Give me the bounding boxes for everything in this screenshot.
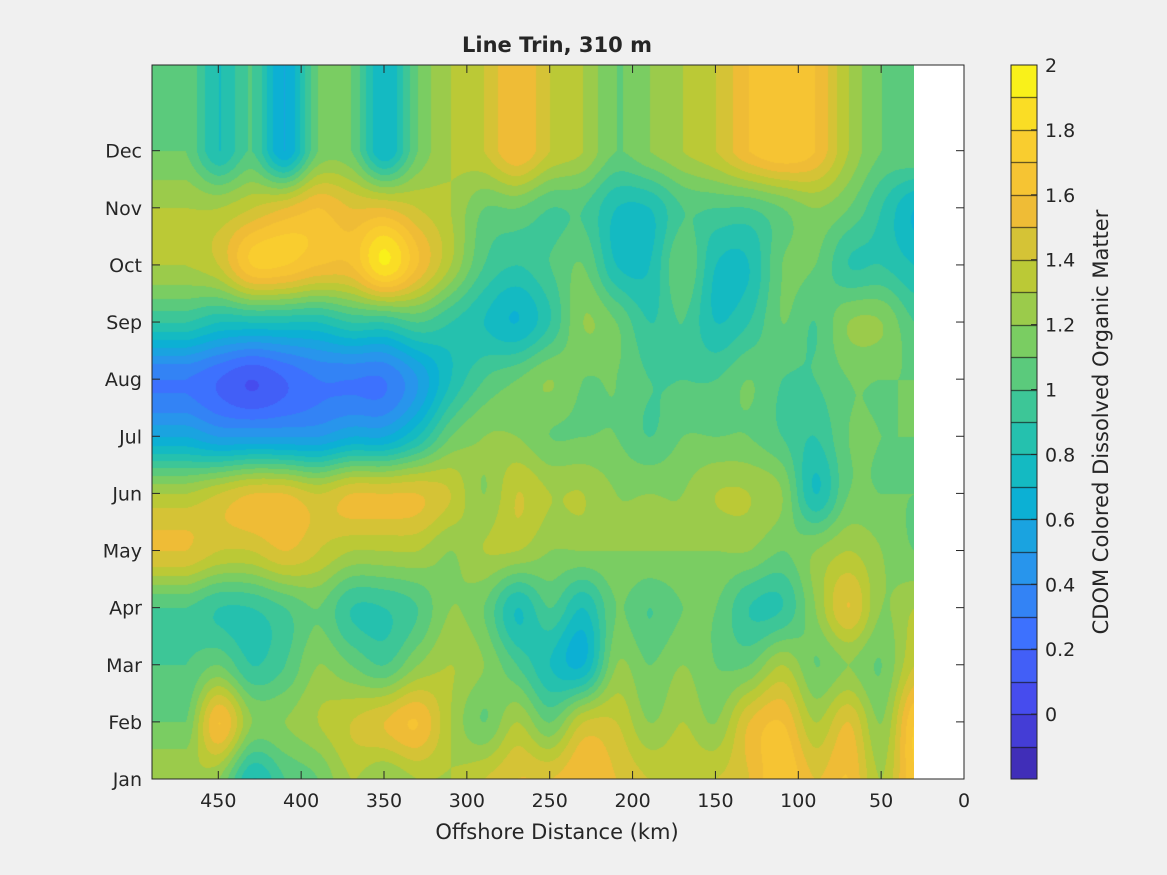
x-tick-label-0: 0 bbox=[958, 790, 970, 812]
colorbar-tick-label: 0.8 bbox=[1045, 444, 1075, 466]
y-tick-label-nov: Nov bbox=[105, 198, 142, 220]
y-tick-label-jan: Jan bbox=[112, 769, 142, 791]
y-tick-label-feb: Feb bbox=[108, 712, 142, 734]
chart-title: Line Trin, 310 m bbox=[462, 33, 652, 57]
y-tick-label-jul: Jul bbox=[118, 426, 142, 448]
colorbar-tick-label: 0.4 bbox=[1045, 574, 1075, 596]
colorbar-gradient bbox=[1011, 65, 1037, 779]
x-axis-label: Offshore Distance (km) bbox=[435, 820, 678, 844]
y-tick-label-mar: Mar bbox=[106, 655, 142, 677]
colorbar-ticks: 0 0.2 0.4 0.6 0.8 1 1.2 1.4 1.6 1.8 2 bbox=[1031, 55, 1075, 726]
x-ticks: 450 400 350 300 250 200 150 100 50 0 bbox=[200, 65, 970, 812]
colorbar-tick-label: 0 bbox=[1045, 704, 1057, 726]
y-tick-label-dec: Dec bbox=[105, 141, 142, 163]
x-tick-label-100: 100 bbox=[780, 790, 816, 812]
x-tick-label-350: 350 bbox=[366, 790, 402, 812]
y-tick-label-jun: Jun bbox=[111, 483, 142, 505]
colorbar-tick-label: 2 bbox=[1045, 55, 1057, 77]
colorbar-label: CDOM Colored Dissolved Organic Matter bbox=[1089, 209, 1113, 634]
x-tick-label-450: 450 bbox=[200, 790, 236, 812]
x-tick-label-150: 150 bbox=[697, 790, 733, 812]
colorbar-tick-label: 0.6 bbox=[1045, 509, 1075, 531]
y-tick-label-apr: Apr bbox=[109, 598, 142, 620]
colorbar-frame bbox=[1010, 64, 1038, 780]
colorbar-tick-label: 1.6 bbox=[1045, 185, 1075, 207]
x-tick-label-200: 200 bbox=[614, 790, 650, 812]
colorbar-tick-label: 1.4 bbox=[1045, 250, 1075, 272]
x-tick-label-300: 300 bbox=[449, 790, 485, 812]
y-tick-label-oct: Oct bbox=[109, 255, 142, 277]
colorbar-tick-label: 0.2 bbox=[1045, 639, 1075, 661]
x-tick-label-50: 50 bbox=[869, 790, 893, 812]
y-tick-label-aug: Aug bbox=[105, 369, 142, 391]
y-tick-label-sep: Sep bbox=[106, 312, 142, 334]
colorbar-tick-label: 1.8 bbox=[1045, 120, 1075, 142]
colorbar-tick-label: 1 bbox=[1045, 380, 1057, 402]
y-tick-label-may: May bbox=[103, 541, 142, 563]
plot-area-frame bbox=[151, 64, 965, 780]
y-ticks: Jan Feb Mar Apr May Jun Jul Aug Sep Oct Nov Dec bbox=[103, 141, 964, 791]
contour-heatmap bbox=[152, 65, 914, 779]
colorbar-tick-label: 1.2 bbox=[1045, 315, 1075, 337]
x-tick-label-400: 400 bbox=[283, 790, 319, 812]
x-tick-label-250: 250 bbox=[532, 790, 568, 812]
